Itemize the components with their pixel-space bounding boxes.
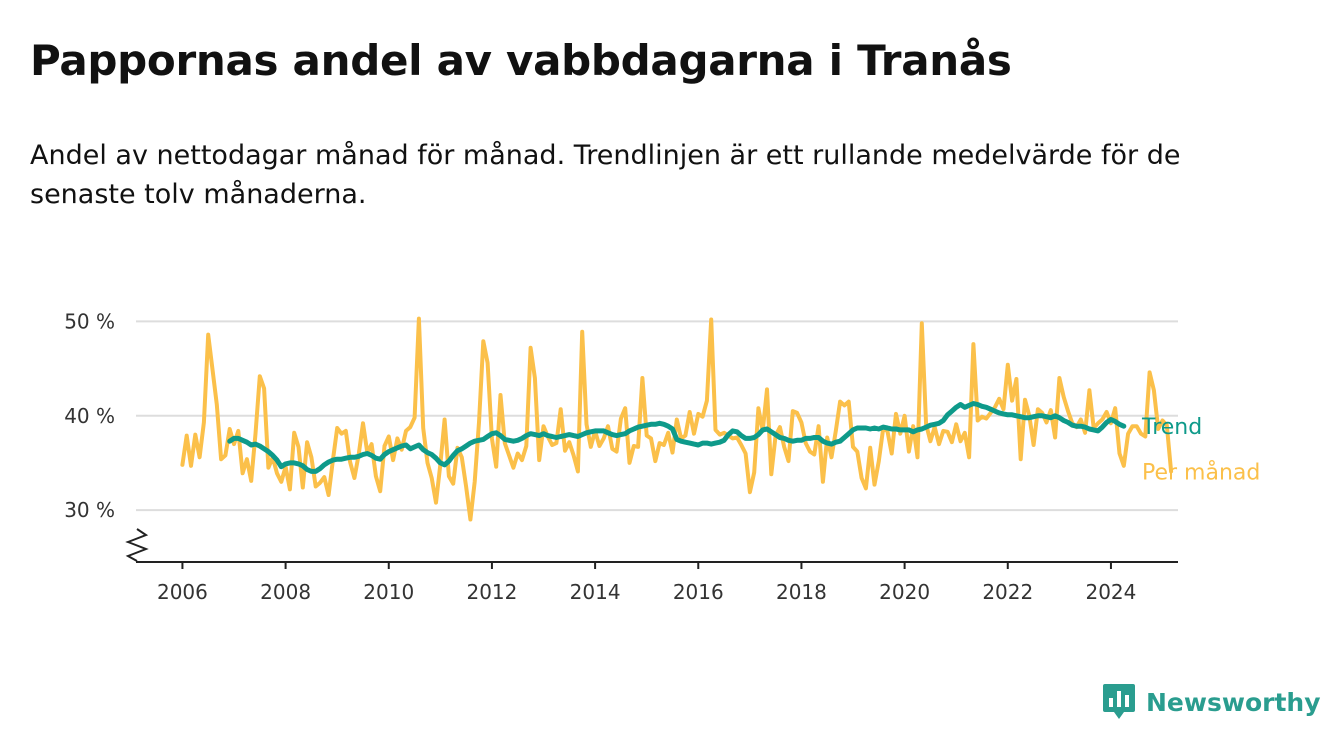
x-tick-label: 2020 — [879, 580, 930, 604]
brand-name: Newsworthy — [1146, 687, 1321, 717]
x-tick-label: 2018 — [776, 580, 827, 604]
x-tick-label: 2016 — [673, 580, 724, 604]
series-lines — [180, 316, 1174, 522]
x-tick-label: 2010 — [363, 580, 414, 604]
y-tick-label: 50 % — [64, 309, 115, 333]
monthly-series-label: Per månad — [1142, 459, 1260, 485]
trend-series-label: Trend — [1141, 415, 1202, 440]
y-tick-label: 30 % — [64, 498, 115, 522]
chart-subtitle: Andel av nettodagar månad för månad. Tre… — [30, 140, 1181, 210]
chart-title: Pappornas andel av vabbdagarna i Tranås — [30, 36, 1012, 85]
monthly-series-line — [180, 316, 1174, 522]
newsworthy-logo-icon — [1103, 684, 1135, 719]
trend-series-line — [227, 401, 1127, 474]
series-labels: Trend Per månad — [1141, 415, 1260, 485]
axis-break-marker — [125, 528, 149, 562]
x-tick-label: 2024 — [1085, 580, 1136, 604]
y-tick-label: 40 % — [64, 404, 115, 428]
x-axis: 30 % 40 % 50 % 2006 2008 2010 2012 2014 2016 2018… — [64, 309, 1178, 604]
x-tick-label: 2006 — [157, 580, 208, 604]
newsworthy-logo: Newsworthy — [1102, 682, 1321, 722]
x-tick-label: 2008 — [260, 580, 311, 604]
x-tick-label: 2014 — [570, 580, 621, 604]
x-tick-label: 2012 — [466, 580, 517, 604]
x-tick-label: 2022 — [982, 580, 1033, 604]
